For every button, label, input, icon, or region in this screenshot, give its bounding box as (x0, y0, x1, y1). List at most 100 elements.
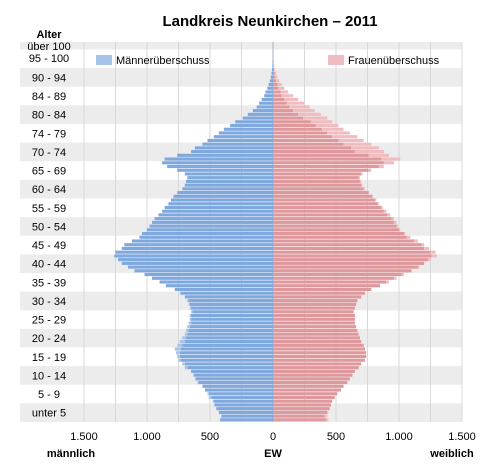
bar-female (273, 399, 333, 403)
bar-female-excess (417, 265, 420, 269)
bar-female-excess (343, 142, 372, 146)
bar-female (273, 280, 387, 284)
bar-female-excess (280, 90, 289, 94)
bar-female (273, 403, 331, 407)
bar-female-excess (310, 120, 333, 124)
bar-male (168, 202, 273, 206)
bar-female-excess (391, 217, 394, 221)
bar-female (273, 261, 425, 265)
bar-male (208, 392, 273, 396)
bar-female (273, 146, 352, 150)
bar-female (273, 269, 412, 273)
bar-female-excess (383, 161, 394, 165)
bar-male (204, 388, 273, 392)
bar-male (269, 79, 273, 83)
bar-female-excess (396, 224, 398, 228)
bar-male (189, 302, 273, 306)
bar-male (256, 105, 273, 109)
bar-male (184, 172, 273, 176)
legend-female: Frauenüberschuss (328, 55, 440, 67)
bar-male-excess (188, 302, 190, 306)
bar-female (273, 284, 381, 288)
age-group-label: 90 - 94 (32, 72, 66, 84)
age-group-label: 70 - 74 (32, 147, 66, 159)
bar-male (216, 407, 273, 411)
bar-male (124, 243, 273, 247)
bar-female (273, 157, 382, 161)
bar-male (173, 194, 273, 198)
bar-female (273, 388, 342, 392)
bar-female-excess (273, 64, 275, 68)
bar-female-excess (303, 116, 328, 120)
x-tick-labels: 1.500 1.000 500 0 500 1.000 1.500 (70, 431, 476, 443)
bar-male (267, 86, 273, 90)
bar-female-excess (276, 79, 280, 83)
age-group-label: 95 - 100 (29, 53, 69, 65)
bar-female (273, 220, 394, 224)
bar-male (141, 232, 273, 236)
bar-male (170, 198, 273, 202)
bar-male (182, 187, 273, 191)
bar-male-excess (178, 358, 182, 362)
bar-male-excess (189, 306, 192, 310)
bar-female-excess (393, 220, 397, 224)
bar-male (114, 254, 274, 258)
bar-male (188, 299, 273, 303)
bar-female-excess (338, 138, 364, 142)
legend-male-swatch (96, 55, 112, 65)
bar-male (121, 246, 273, 251)
bar-male (164, 157, 273, 161)
bar-female (273, 265, 418, 269)
bar-female (273, 232, 405, 236)
bar-male (247, 112, 273, 116)
bar-male-excess (189, 313, 192, 318)
bar-female-excess (375, 198, 377, 202)
bar-male (220, 418, 273, 422)
bar-male (207, 138, 273, 142)
bar-male (144, 272, 273, 277)
bar-female (273, 243, 422, 247)
x-tick-label: 0 (270, 431, 276, 443)
bar-male (221, 414, 273, 418)
bar-female (273, 321, 355, 325)
bar-male (191, 306, 273, 310)
bar-female-excess (361, 172, 363, 176)
x-tick-label: 1.000 (133, 431, 161, 443)
bar-female (273, 217, 392, 221)
bar-female (273, 384, 344, 388)
bar-male (196, 377, 273, 381)
x-axis-label-center: EW (264, 448, 282, 460)
bar-male-excess (177, 343, 183, 347)
bar-female (273, 299, 358, 303)
bar-male (192, 310, 273, 314)
bar-female (273, 410, 328, 414)
bar-female (273, 235, 407, 239)
bar-female (273, 351, 367, 355)
age-group-label: 60 - 64 (32, 184, 66, 196)
bar-female-excess (387, 213, 391, 217)
bar-male-excess (207, 392, 209, 396)
bar-male (202, 384, 273, 388)
bar-female-excess (327, 410, 329, 414)
bar-male (193, 373, 273, 377)
bar-female (273, 138, 339, 142)
bar-female (273, 392, 338, 396)
bar-female (273, 168, 369, 172)
bar-male (272, 64, 273, 68)
legend-male: Männerüberschuss (96, 55, 210, 67)
bar-male (162, 209, 273, 213)
age-group-label: 55 - 59 (32, 203, 66, 215)
bar-female (273, 377, 350, 381)
bar-female-excess (325, 418, 329, 422)
age-group-label: 5 - 9 (38, 389, 60, 401)
bar-male (242, 116, 273, 120)
bar-female (273, 366, 359, 370)
bar-female (273, 79, 277, 83)
bar-male (259, 101, 273, 105)
bar-male (184, 340, 273, 344)
age-group-label: 10 - 14 (32, 370, 66, 382)
bar-female-excess (368, 168, 372, 172)
x-axis-label-male: männlich (47, 448, 96, 460)
x-tick-label: 1.000 (385, 431, 413, 443)
bar-male (184, 295, 273, 299)
